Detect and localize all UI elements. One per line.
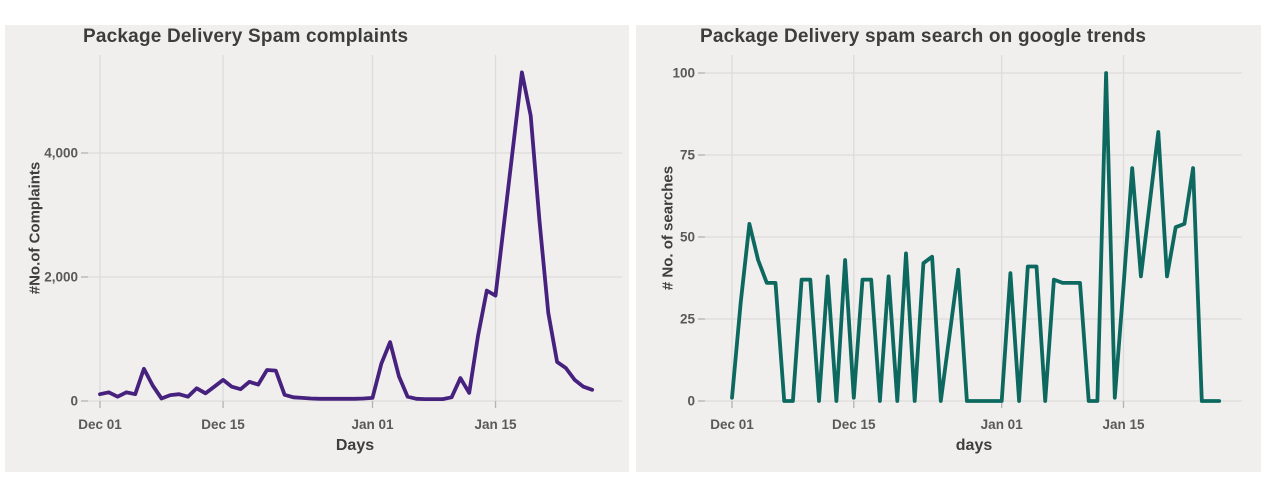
complaints-chart-card: Package Delivery Spam complaints #No.of … <box>5 25 629 472</box>
y-tick-label: 50 <box>680 230 695 245</box>
searches-chart-card: Package Delivery spam search on google t… <box>636 25 1261 472</box>
complaints-line-plot: 0 2,000 4,000 Dec 01 Dec 15 Jan 01 Jan 15 <box>44 55 622 433</box>
searches-chart-title: Package Delivery spam search on google t… <box>700 26 1147 47</box>
complaints-chart-title: Package Delivery Spam complaints <box>83 26 409 47</box>
searches-line-plot: 0 25 50 75 100 Dec 01 Dec 15 Jan 01 Jan 15 <box>672 55 1242 433</box>
y-tick-label: 0 <box>687 394 695 409</box>
x-tick-label: Jan 15 <box>475 417 518 432</box>
x-tick-label: Dec 01 <box>78 417 122 432</box>
gridlines <box>705 55 1242 402</box>
series-line <box>98 70 595 402</box>
tick-labels: 0 25 50 75 100 Dec 01 Dec 15 Jan 01 Jan 15 <box>672 66 1145 433</box>
complaints-x-axis-label: Days <box>335 437 375 454</box>
x-tick-label: Jan 01 <box>351 417 394 432</box>
x-tick-label: Jan 15 <box>1102 417 1145 432</box>
y-tick-label: 2,000 <box>44 270 78 285</box>
x-tick-label: Dec 01 <box>710 417 754 432</box>
y-tick-label: 25 <box>680 312 696 327</box>
series-line <box>730 71 1222 403</box>
axis-ticks <box>81 152 497 408</box>
y-tick-label: 75 <box>680 148 696 163</box>
x-tick-label: Dec 15 <box>201 417 245 432</box>
y-tick-label: 4,000 <box>44 146 78 161</box>
y-tick-label: 0 <box>70 394 78 409</box>
tick-labels: 0 2,000 4,000 Dec 01 Dec 15 Jan 01 Jan 15 <box>44 146 517 433</box>
x-tick-label: Jan 01 <box>981 417 1024 432</box>
x-tick-label: Dec 15 <box>832 417 876 432</box>
axis-ticks <box>698 72 1125 408</box>
searches-x-axis-label: days <box>955 437 993 454</box>
y-tick-label: 100 <box>672 66 695 81</box>
